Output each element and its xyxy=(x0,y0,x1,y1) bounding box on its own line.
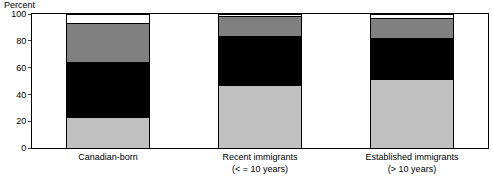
svg-text:0: 0 xyxy=(21,143,26,153)
svg-text:20: 20 xyxy=(16,116,26,126)
svg-text:100: 100 xyxy=(11,9,26,19)
svg-text:80: 80 xyxy=(16,36,26,46)
svg-text:40: 40 xyxy=(16,90,26,100)
svg-text:Recent immigrants(< = 10 years: Recent immigrants(< = 10 years) xyxy=(222,152,298,174)
svg-text:Percent: Percent xyxy=(4,0,36,10)
svg-text:Established immigrants(> 10 ye: Established immigrants(> 10 years) xyxy=(365,152,459,174)
svg-text:60: 60 xyxy=(16,63,26,73)
svg-text:Canadian-born: Canadian-born xyxy=(78,152,138,162)
